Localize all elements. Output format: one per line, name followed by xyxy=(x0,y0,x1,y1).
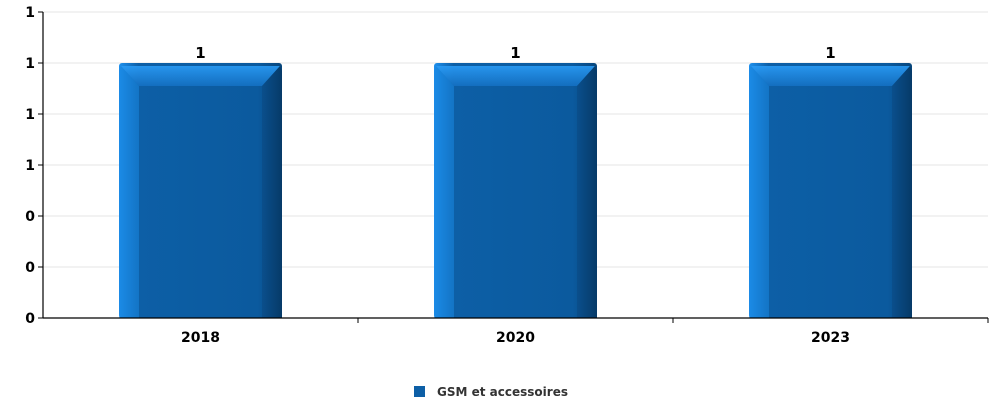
bar-left-bevel xyxy=(434,66,454,318)
y-tick-label: 0 xyxy=(25,209,35,225)
bar-face xyxy=(749,63,912,318)
bar-side-bevel xyxy=(577,66,597,318)
legend[interactable]: GSM et accessoires xyxy=(414,385,568,399)
bar-top-bevel xyxy=(751,66,910,86)
legend-label: GSM et accessoires xyxy=(437,385,568,399)
data-label: 1 xyxy=(195,44,205,62)
bar-face xyxy=(119,63,282,318)
y-tick-label: 1 xyxy=(25,56,35,72)
bar-side-bevel xyxy=(892,66,912,318)
bar[interactable] xyxy=(119,63,282,318)
bar[interactable] xyxy=(434,63,597,318)
y-tick-label: 1 xyxy=(25,5,35,21)
legend-swatch xyxy=(414,386,425,397)
x-tick-label: 2023 xyxy=(811,330,850,346)
y-tick-label: 0 xyxy=(25,260,35,276)
bar-side-bevel xyxy=(262,66,282,318)
axes xyxy=(38,11,989,323)
legend-item[interactable]: GSM et accessoires xyxy=(414,385,568,399)
x-tick-label: 2018 xyxy=(181,330,220,346)
bar-face xyxy=(434,63,597,318)
data-label: 1 xyxy=(510,44,520,62)
bar-left-bevel xyxy=(119,66,139,318)
y-tick-label: 1 xyxy=(25,107,35,123)
bar[interactable] xyxy=(749,63,912,318)
y-tick-label: 0 xyxy=(25,311,35,327)
bar-top-bevel xyxy=(436,66,595,86)
x-tick-label: 2020 xyxy=(496,330,535,346)
bar-left-bevel xyxy=(749,66,769,318)
labels: 0 0 0 1 1 1 1 1 2018 1 2020 1 2023 xyxy=(25,5,850,346)
y-tick-label: 1 xyxy=(25,158,35,174)
bar-top-bevel xyxy=(121,66,280,86)
data-label: 1 xyxy=(825,44,835,62)
bars xyxy=(119,63,912,318)
